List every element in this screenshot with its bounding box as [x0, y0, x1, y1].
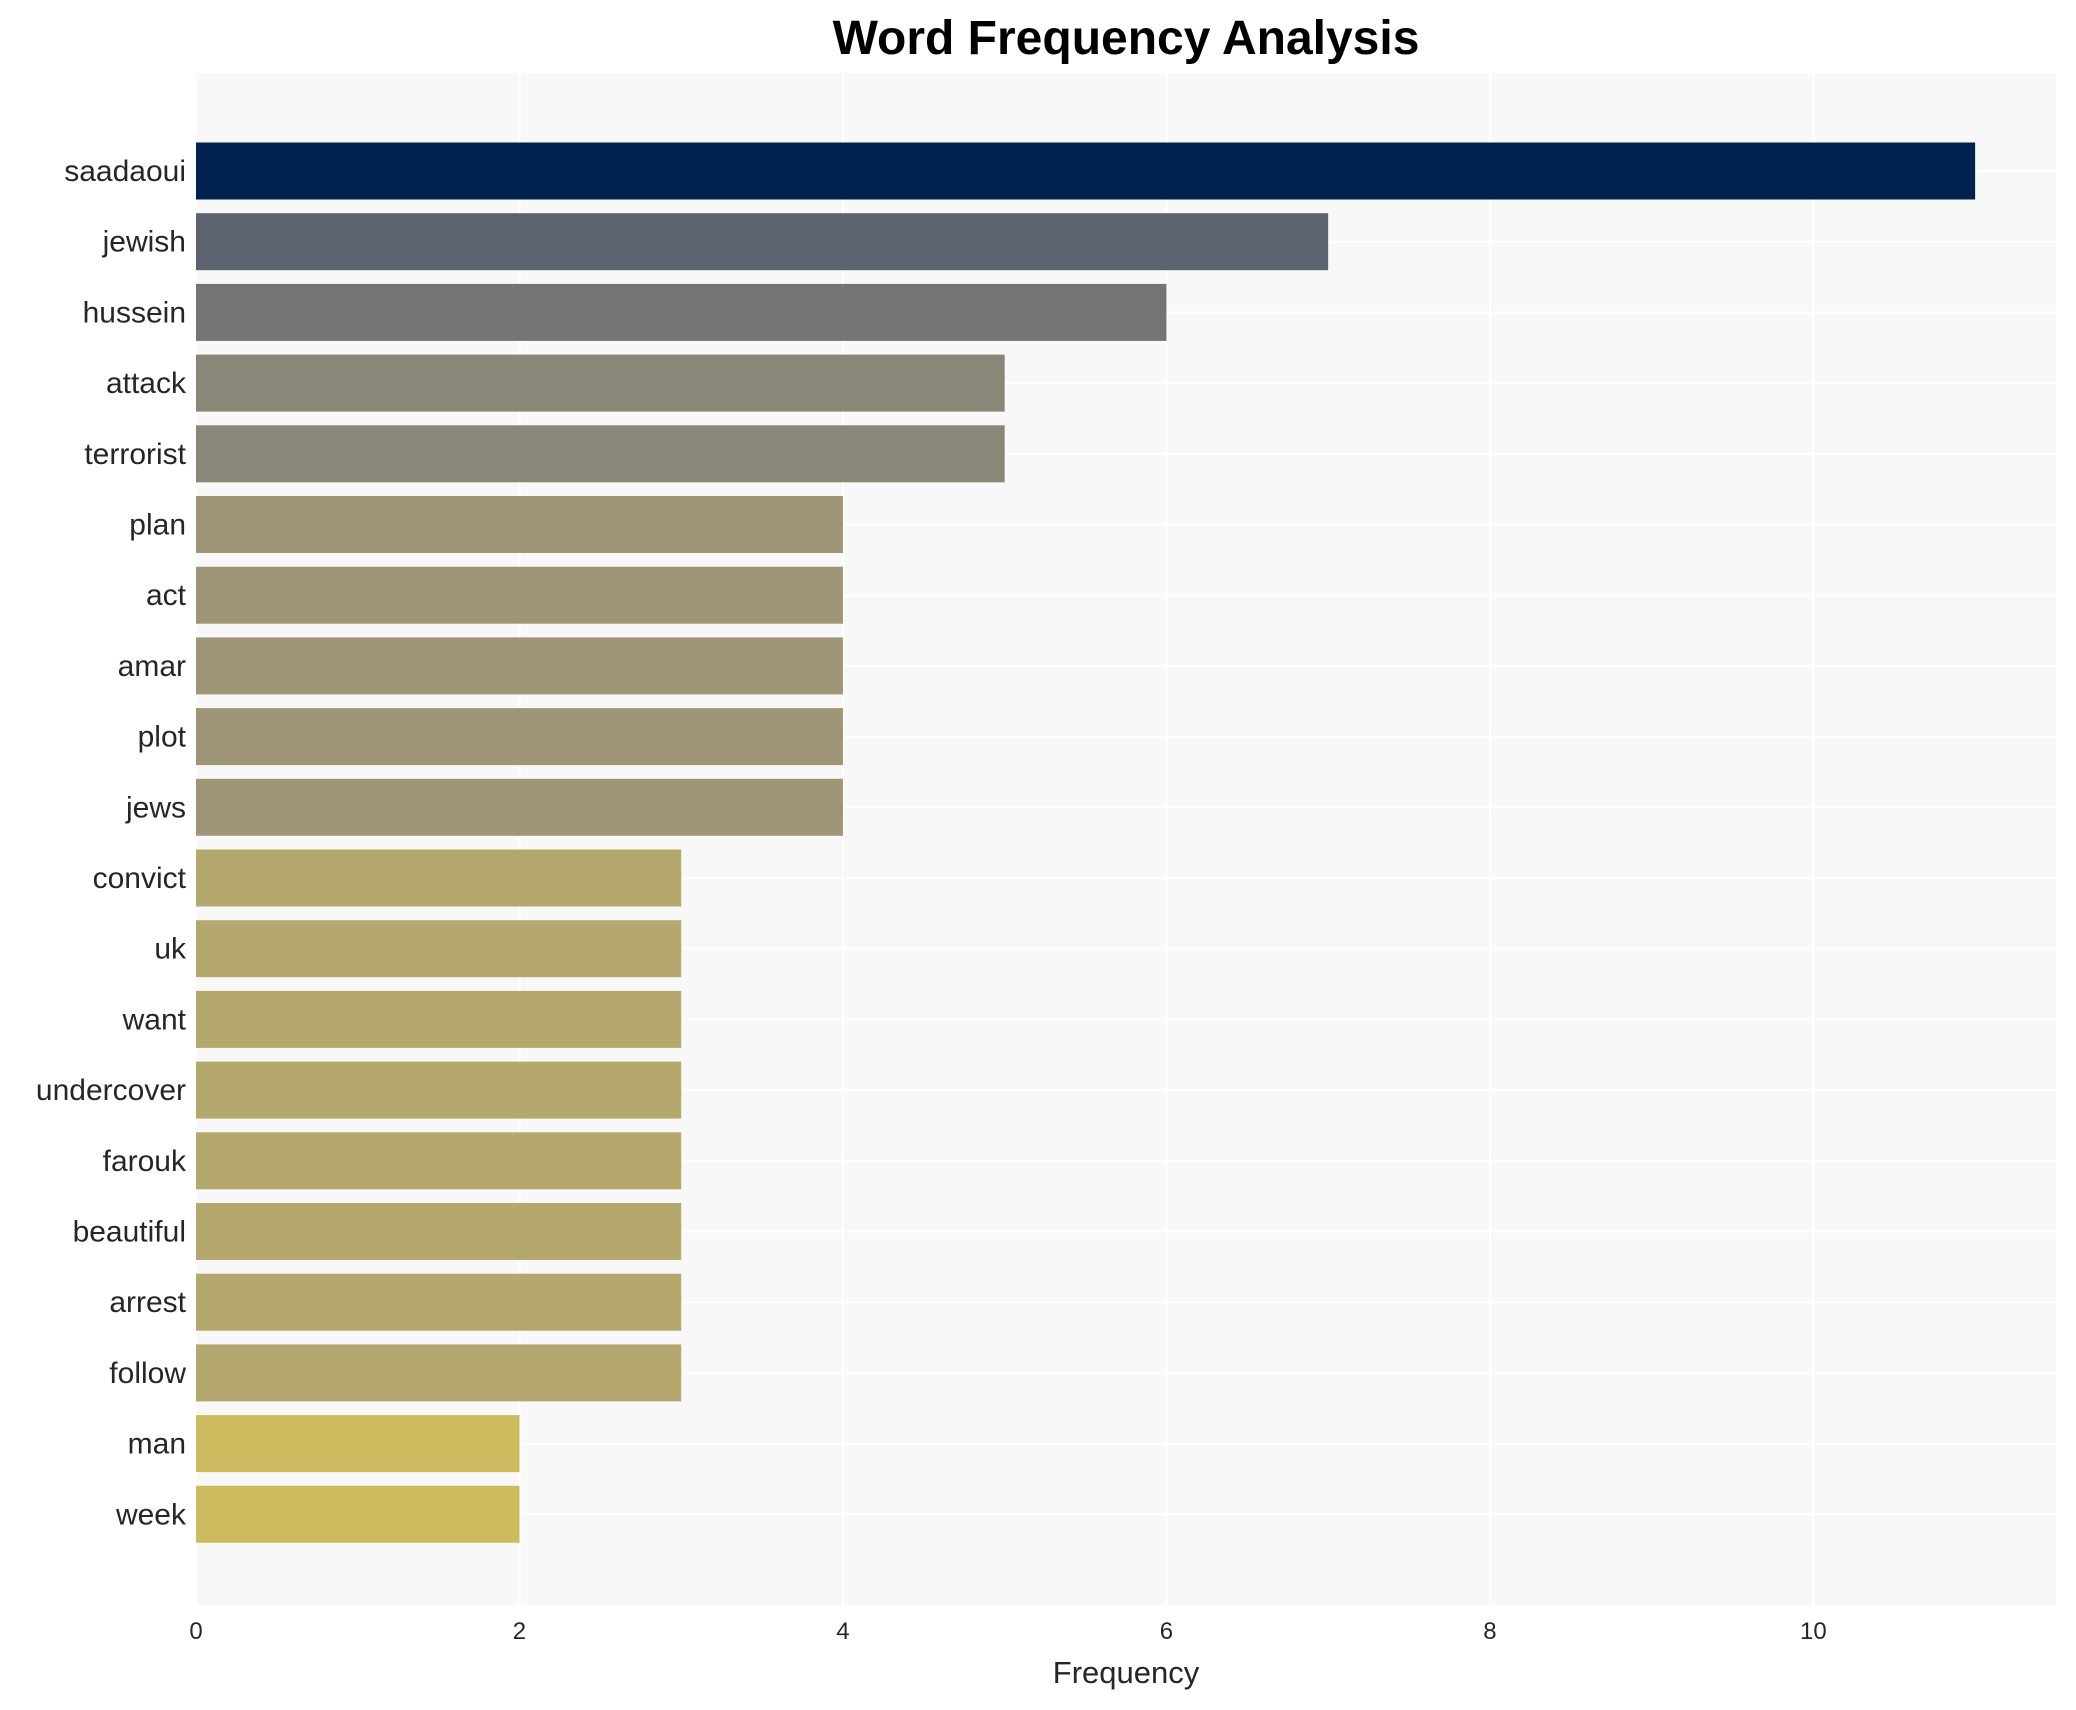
x-tick-label: 2 — [513, 1618, 526, 1645]
y-category-label: farouk — [103, 1145, 187, 1178]
x-axis-label: Frequency — [1053, 1655, 1200, 1690]
bar-hussein — [196, 283, 1167, 341]
y-category-label: plan — [129, 509, 186, 542]
y-category-label: plot — [138, 721, 187, 754]
x-tick-label: 8 — [1483, 1618, 1496, 1645]
y-category-label: uk — [154, 933, 187, 966]
chart-title: Word Frequency Analysis — [833, 12, 1420, 65]
y-category-label: terrorist — [84, 438, 186, 471]
bar-act — [196, 566, 843, 624]
bar-uk — [196, 920, 682, 978]
y-category-label: attack — [106, 367, 187, 400]
bar-saadaoui — [196, 142, 1976, 200]
y-category-label: beautiful — [73, 1216, 186, 1249]
y-category-label: hussein — [83, 296, 186, 329]
y-category-label: undercover — [36, 1074, 186, 1107]
bar-want — [196, 990, 682, 1048]
y-category-label: saadaoui — [64, 155, 186, 188]
x-tick-label: 0 — [189, 1618, 202, 1645]
y-category-label: man — [128, 1428, 186, 1461]
bar-plan — [196, 496, 843, 553]
y-category-label: arrest — [109, 1286, 186, 1319]
bars — [196, 142, 1976, 1543]
bar-beautiful — [196, 1203, 682, 1260]
bar-farouk — [196, 1132, 682, 1190]
bar-attack — [196, 354, 1005, 412]
y-categories: saadaoui jewish hussein attack terrorist plan… — [36, 155, 187, 1531]
bar-week — [196, 1485, 520, 1543]
bar-jews — [196, 778, 843, 836]
y-category-label: convict — [93, 862, 187, 895]
y-category-label: amar — [118, 650, 186, 683]
x-tick-label: 6 — [1160, 1618, 1173, 1645]
bar-follow — [196, 1344, 682, 1402]
y-category-label: week — [115, 1498, 187, 1531]
bar-arrest — [196, 1273, 682, 1331]
y-category-label: follow — [109, 1357, 186, 1390]
bar-amar — [196, 637, 843, 695]
bar-terrorist — [196, 425, 1005, 483]
y-category-label: want — [122, 1003, 187, 1036]
y-category-label: jewish — [102, 226, 186, 259]
bar-undercover — [196, 1061, 682, 1119]
bar-plot — [196, 708, 843, 766]
x-tick-label: 10 — [1800, 1618, 1827, 1645]
x-ticks: 0 2 4 6 8 10 — [189, 1618, 1826, 1645]
bar-man — [196, 1415, 520, 1473]
bar-convict — [196, 849, 682, 907]
y-category-label: act — [146, 579, 187, 612]
y-category-label: jews — [125, 791, 186, 824]
bar-jewish — [196, 213, 1329, 271]
x-tick-label: 4 — [836, 1618, 849, 1645]
